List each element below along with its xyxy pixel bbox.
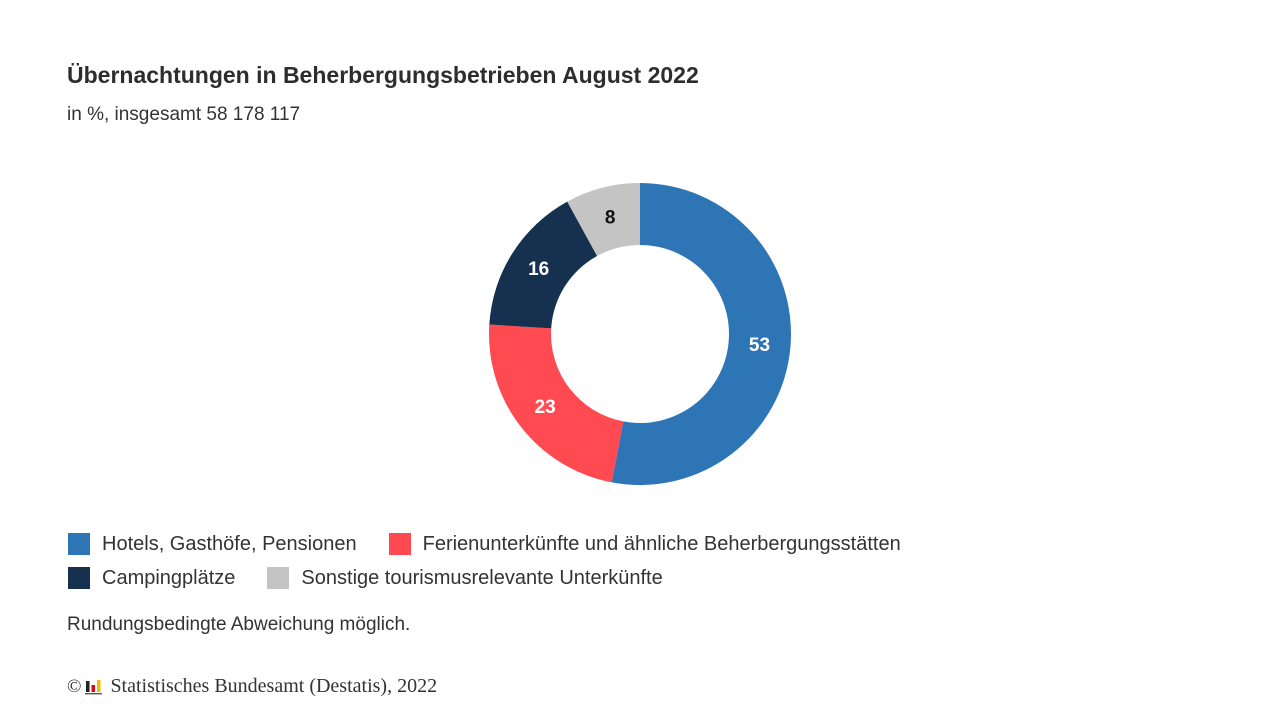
source-text: Statistisches Bundesamt (Destatis), 2022 [110, 675, 438, 697]
legend-item-hotels-gasth-fe-pensionen: Hotels, Gasthöfe, Pensionen [68, 533, 357, 556]
legend-label: Sonstige tourismusrelevante Unterkünfte [301, 566, 663, 589]
legend-item-ferienunterk-nfte-und-hnliche-beherbergungsst-tten: Ferienunterkünfte und ähnliche Beherberg… [388, 532, 901, 556]
slice-ferienunterk-nfte-und-hnliche-beherbergungsst-tten [489, 324, 624, 483]
legend-row: Campingplätze Sonstige tourismusrelevante… [68, 561, 1218, 595]
legend-item-sonstige-tourismusrelevante-unterk-nfte: Sonstige tourismusrelevante Unterkünfte [267, 566, 663, 590]
donut-slices [489, 183, 791, 485]
chart-subtitle: in %, insgesamt 58 178 117 [67, 104, 301, 125]
value-label-ferienunterk-nfte-und-hnliche-beherbergungsst-tten: 23 [535, 397, 556, 418]
legend-item-campingpl-tze: Campingplätze [68, 567, 235, 590]
legend-swatch [68, 533, 90, 555]
legend-row: Hotels, Gasthöfe, Pensionen Ferienunterkü… [68, 527, 1218, 561]
slice-hotels-gasth-fe-pensionen [611, 183, 791, 485]
value-label-campingpl-tze: 16 [528, 259, 549, 280]
copyright-icon: © [67, 675, 82, 697]
rounding-note: Rundungsbedingte Abweichung möglich. [67, 614, 411, 635]
legend-label: Campingplätze [102, 566, 236, 589]
slice-campingpl-tze [489, 201, 598, 329]
legend-swatch [388, 533, 411, 555]
legend-swatch [267, 567, 290, 589]
chart-legend: Hotels, Gasthöfe, Pensionen Ferienunterkü… [68, 527, 1218, 595]
legend-swatch [68, 567, 90, 589]
chart-title: Übernachtungen in Beherbergungsbetrieben… [67, 62, 699, 88]
source-line: © Statistisches Bundesamt (Destatis), 20… [67, 675, 437, 698]
donut-value-labels: 53 23 16 8 [528, 207, 770, 418]
value-label-sonstige-tourismusrelevante-unterk-nfte: 8 [605, 207, 616, 228]
legend-label: Ferienunterkünfte und ähnliche Beherberg… [422, 532, 901, 555]
legend-label: Hotels, Gasthöfe, Pensionen [102, 532, 357, 555]
destatis-logo-icon [85, 679, 103, 694]
value-label-hotels-gasth-fe-pensionen: 53 [749, 335, 770, 356]
slice-sonstige-tourismusrelevante-unterk-nfte [567, 183, 640, 257]
